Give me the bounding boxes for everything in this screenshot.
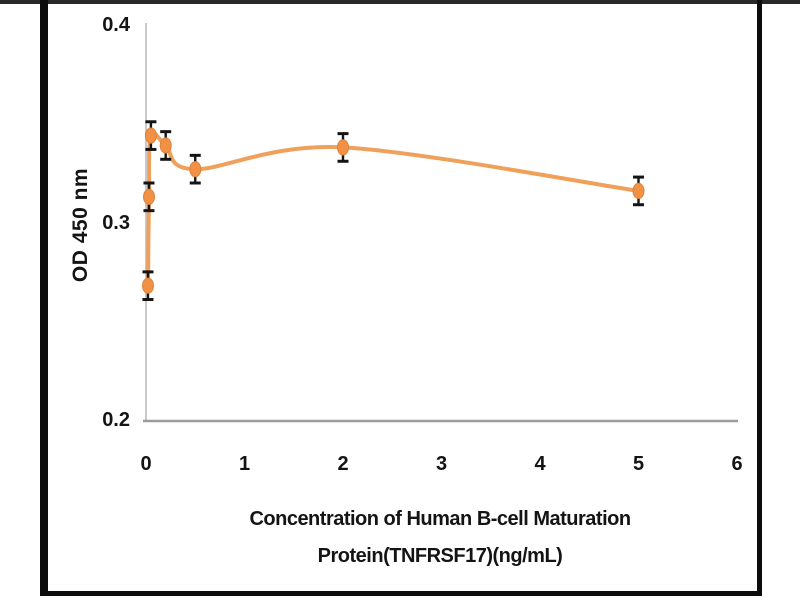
data-point-marker — [142, 277, 154, 294]
y-tick-label: 0.4 — [102, 14, 130, 36]
series-line — [146, 130, 641, 288]
data-point-marker — [337, 139, 349, 156]
frame-left-edge — [40, 0, 48, 596]
x-tick-label: 1 — [238, 453, 251, 475]
data-point-marker — [189, 161, 202, 178]
data-point-marker — [144, 127, 157, 144]
x-tick-label: 5 — [632, 453, 645, 475]
x-axis-title-line2: Protein(TNFRSF17)(ng/mL) — [317, 545, 563, 567]
data-point-marker — [143, 188, 155, 205]
x-axis-title: Concentration of Human B-cell Maturation… — [217, 501, 663, 575]
x-tick-label: 4 — [534, 453, 546, 475]
y-tick-label: 0.3 — [102, 211, 130, 234]
x-tick-label: 0 — [140, 453, 152, 475]
x-tick-label: 3 — [435, 453, 448, 475]
y-tick-label: 0.2 — [102, 409, 130, 431]
frame-right-edge — [757, 0, 762, 596]
data-point-marker — [632, 182, 645, 199]
x-tick-label: 6 — [731, 453, 743, 475]
frame-bottom-edge — [40, 591, 762, 596]
frame-top-edge — [0, 0, 800, 4]
x-axis-title-line1: Concentration of Human B-cell Maturation — [249, 508, 631, 530]
x-tick-label: 2 — [337, 453, 349, 475]
data-point-marker — [159, 137, 172, 154]
